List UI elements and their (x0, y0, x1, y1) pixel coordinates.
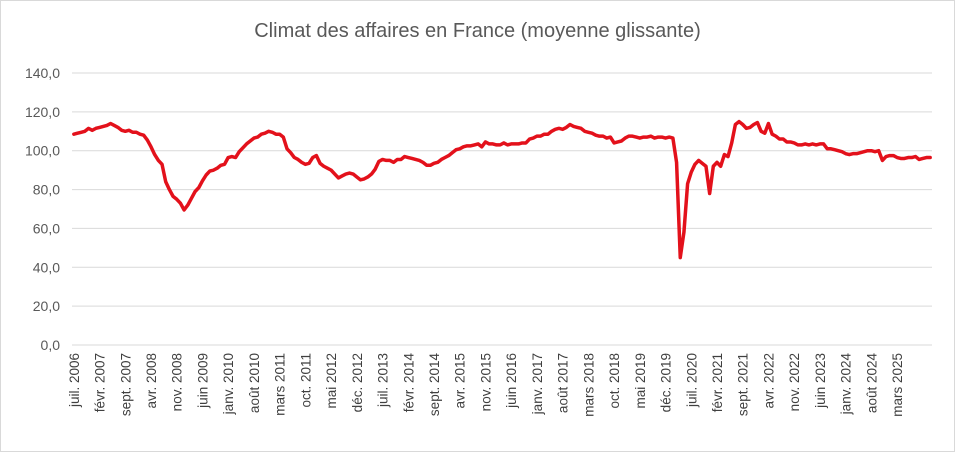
x-tick-label: juil. 2006 (67, 353, 82, 408)
x-tick-label: févr. 2021 (710, 353, 725, 412)
x-tick-label: juil. 2013 (376, 353, 391, 408)
series-layer (72, 119, 932, 260)
x-tick-label: déc. 2012 (350, 353, 365, 412)
x-tick-label: janv. 2017 (530, 353, 545, 415)
x-tick-label: mars 2018 (581, 353, 596, 417)
x-tick-label: sept. 2021 (736, 353, 751, 416)
x-tick-label: nov. 2022 (787, 353, 802, 411)
x-tick-label: sept. 2007 (118, 353, 133, 416)
x-tick-label: juin 2023 (813, 353, 828, 409)
x-tick-label: avr. 2015 (453, 353, 468, 409)
y-tick-label: 60,0 (33, 220, 60, 236)
x-tick-label: avr. 2008 (144, 353, 159, 409)
y-tick-label: 100,0 (25, 143, 60, 159)
x-tick-label: nov. 2015 (478, 353, 493, 411)
x-tick-label: févr. 2014 (401, 353, 416, 413)
x-tick-label: juin 2009 (195, 353, 210, 409)
x-tick-label: mars 2025 (890, 353, 905, 417)
series-line (72, 119, 932, 260)
x-tick-label: avr. 2022 (761, 353, 776, 409)
x-tick-label: août 2024 (864, 353, 879, 414)
x-tick-label: sept. 2014 (427, 353, 442, 417)
x-tick-label: oct. 2011 (298, 353, 313, 408)
y-tick-label: 140,0 (25, 65, 60, 81)
x-tick-label: oct. 2018 (607, 353, 622, 409)
y-axis: 0,0 20,0 40,0 60,0 80,0 100,0 120,0 140,0 (25, 65, 60, 353)
x-tick-label: août 2017 (556, 353, 571, 413)
y-tick-label: 120,0 (25, 104, 60, 120)
x-tick-label: janv. 2010 (221, 353, 236, 415)
x-tick-label: juin 2016 (504, 353, 519, 409)
chart-title: Climat des affaires en France (moyenne g… (254, 20, 701, 42)
gridlines (72, 72, 932, 307)
x-axis: juil. 2006 févr. 2007 sept. 2007 avr. 2008 n… (67, 353, 905, 417)
x-tick-label: mars 2011 (273, 353, 288, 416)
x-tick-label: nov. 2008 (170, 353, 185, 411)
x-tick-label: juil. 2020 (684, 353, 699, 408)
x-tick-label: déc. 2019 (659, 353, 674, 412)
x-tick-label: janv. 2024 (839, 353, 854, 416)
y-tick-label: 20,0 (33, 298, 60, 314)
x-tick-label: mai 2012 (324, 353, 339, 409)
y-tick-label: 80,0 (33, 182, 60, 198)
x-tick-label: févr. 2007 (93, 353, 108, 412)
x-tick-label: mai 2019 (633, 353, 648, 409)
y-tick-label: 0,0 (41, 337, 61, 353)
y-tick-label: 40,0 (33, 259, 60, 275)
x-tick-label: août 2010 (247, 353, 262, 413)
